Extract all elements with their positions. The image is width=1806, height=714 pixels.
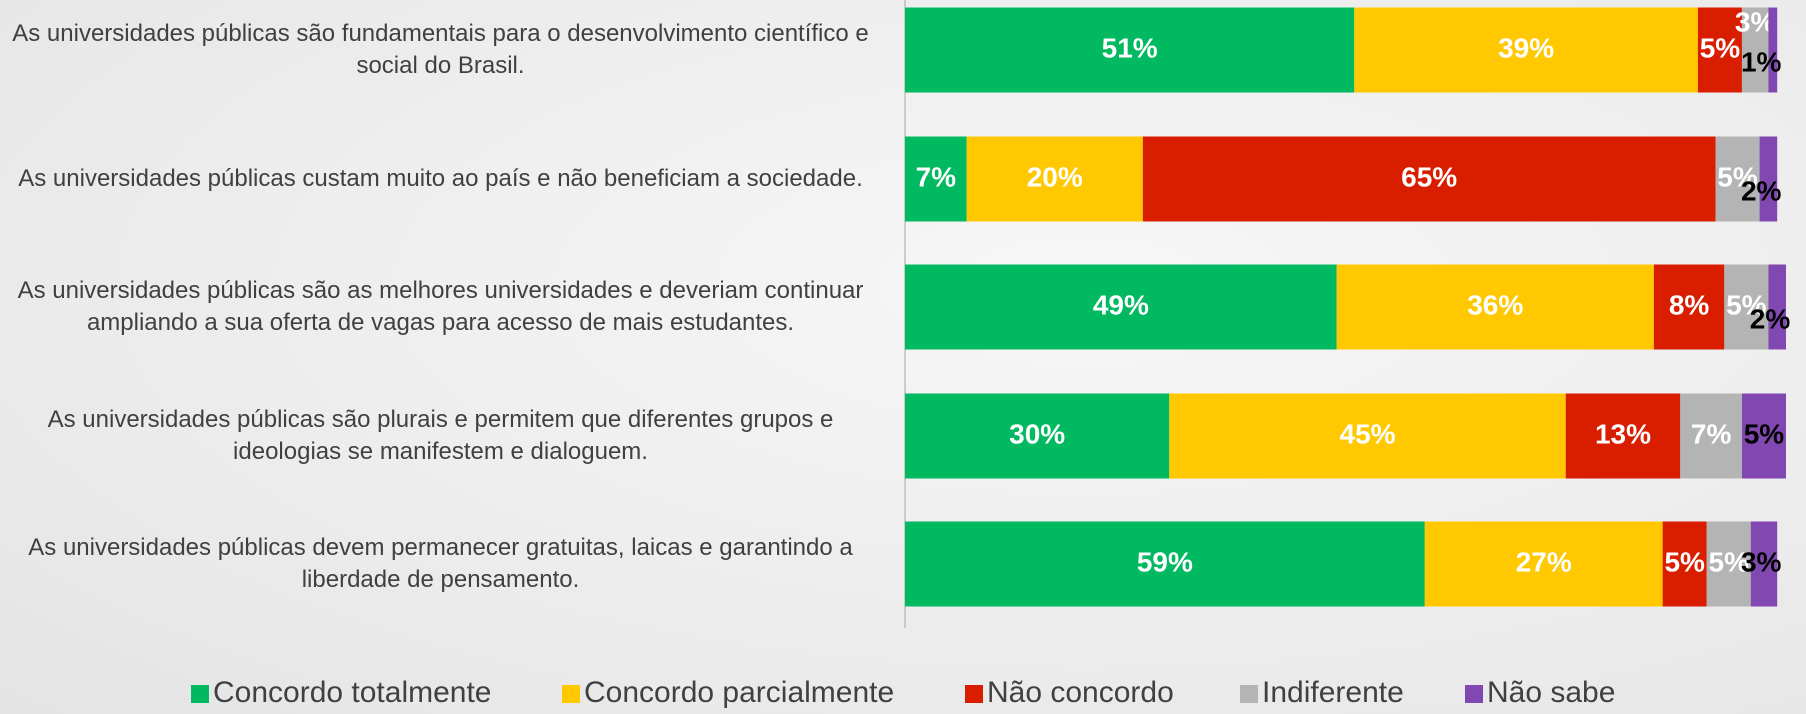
bar-segment: [905, 7, 1355, 93]
bar-segment: [1653, 264, 1725, 350]
bar-segment: [1741, 7, 1769, 93]
bar-segment: [1715, 136, 1760, 222]
value-label: 36%: [1467, 289, 1523, 320]
bar-segment: [905, 136, 967, 222]
value-label: 59%: [1137, 546, 1193, 577]
value-label: 2%: [1741, 175, 1782, 206]
bar-segment: [1706, 521, 1751, 607]
category-label: As universidades públicas são fundamenta…: [12, 20, 869, 79]
value-label: 5%: [1717, 161, 1758, 192]
bar-segment: [966, 136, 1143, 222]
value-label: 27%: [1516, 546, 1572, 577]
value-label: 2%: [1750, 303, 1791, 334]
value-label: 5%: [1709, 546, 1750, 577]
bar-segment: [905, 521, 1425, 607]
legend-label: Indiferente: [1262, 676, 1404, 709]
legend-label: Concordo totalmente: [213, 676, 492, 709]
bar-segment: [1741, 393, 1786, 479]
value-label: 5%: [1700, 32, 1741, 63]
bar-segment: [1142, 136, 1716, 222]
bar-segment: [905, 393, 1170, 479]
value-label: 39%: [1498, 32, 1554, 63]
category-label: As universidades públicas são plurais e …: [47, 406, 834, 465]
value-label: 20%: [1027, 161, 1083, 192]
legend-label: Não concordo: [987, 676, 1174, 709]
legend-swatch: [562, 685, 580, 703]
value-label: 8%: [1669, 289, 1710, 320]
category-label: As universidades públicas são as melhore…: [17, 277, 864, 336]
value-label: 51%: [1102, 32, 1158, 63]
bar-segment: [1354, 7, 1698, 93]
bar-segment: [1697, 7, 1742, 93]
bar-segment: [905, 264, 1337, 350]
legend-swatch: [191, 685, 209, 703]
legend-swatch: [965, 685, 983, 703]
bar-segment: [1680, 393, 1742, 479]
value-label: 49%: [1093, 289, 1149, 320]
category-label: As universidades públicas devem permanec…: [28, 534, 853, 593]
bar-segment: [1662, 521, 1707, 607]
bar-segment: [1759, 136, 1778, 222]
value-label: 1%: [1741, 46, 1782, 77]
value-label: 65%: [1401, 161, 1457, 192]
bar-segment: [1565, 393, 1681, 479]
category-label: As universidades públicas custam muito a…: [18, 165, 863, 192]
value-label: 45%: [1340, 418, 1396, 449]
legend-swatch: [1465, 685, 1483, 703]
legend-label: Concordo parcialmente: [584, 676, 894, 709]
legend-swatch: [1240, 685, 1258, 703]
value-label: 7%: [1691, 418, 1732, 449]
bar-segment: [1768, 264, 1786, 350]
bar-segment: [1336, 264, 1654, 350]
value-label: 30%: [1009, 418, 1065, 449]
legend-label: Não sabe: [1487, 676, 1615, 709]
bar-segment: [1169, 393, 1566, 479]
value-label: 5%: [1664, 546, 1705, 577]
value-label: 13%: [1595, 418, 1651, 449]
value-label: 5%: [1726, 289, 1767, 320]
bar-segment: [1424, 521, 1663, 607]
value-label: 3%: [1741, 546, 1782, 577]
value-label: 7%: [916, 161, 957, 192]
bar-segment: [1724, 264, 1769, 350]
bar-segment: [1768, 7, 1778, 93]
value-label: 5%: [1744, 418, 1785, 449]
bar-segment: [1750, 521, 1778, 607]
